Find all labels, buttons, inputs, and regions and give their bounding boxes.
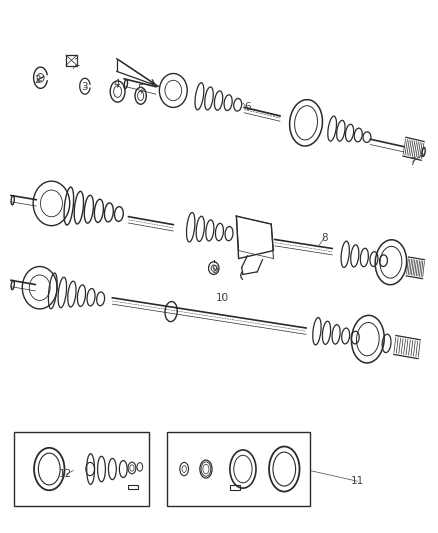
- Text: 3: 3: [81, 82, 88, 92]
- Text: 1: 1: [74, 59, 81, 68]
- Text: 2: 2: [34, 75, 40, 85]
- Bar: [14, 432, 149, 506]
- Text: 10: 10: [216, 293, 229, 303]
- Text: 6: 6: [244, 102, 251, 112]
- Bar: [230, 485, 240, 490]
- Bar: [128, 485, 138, 489]
- Text: 9: 9: [212, 265, 218, 275]
- Text: 8: 8: [321, 233, 328, 243]
- Text: 12: 12: [59, 470, 72, 479]
- Text: 4: 4: [113, 79, 120, 89]
- Text: 7: 7: [409, 157, 416, 167]
- Text: 11: 11: [351, 477, 364, 486]
- Bar: [167, 432, 311, 506]
- Text: 5: 5: [138, 84, 144, 94]
